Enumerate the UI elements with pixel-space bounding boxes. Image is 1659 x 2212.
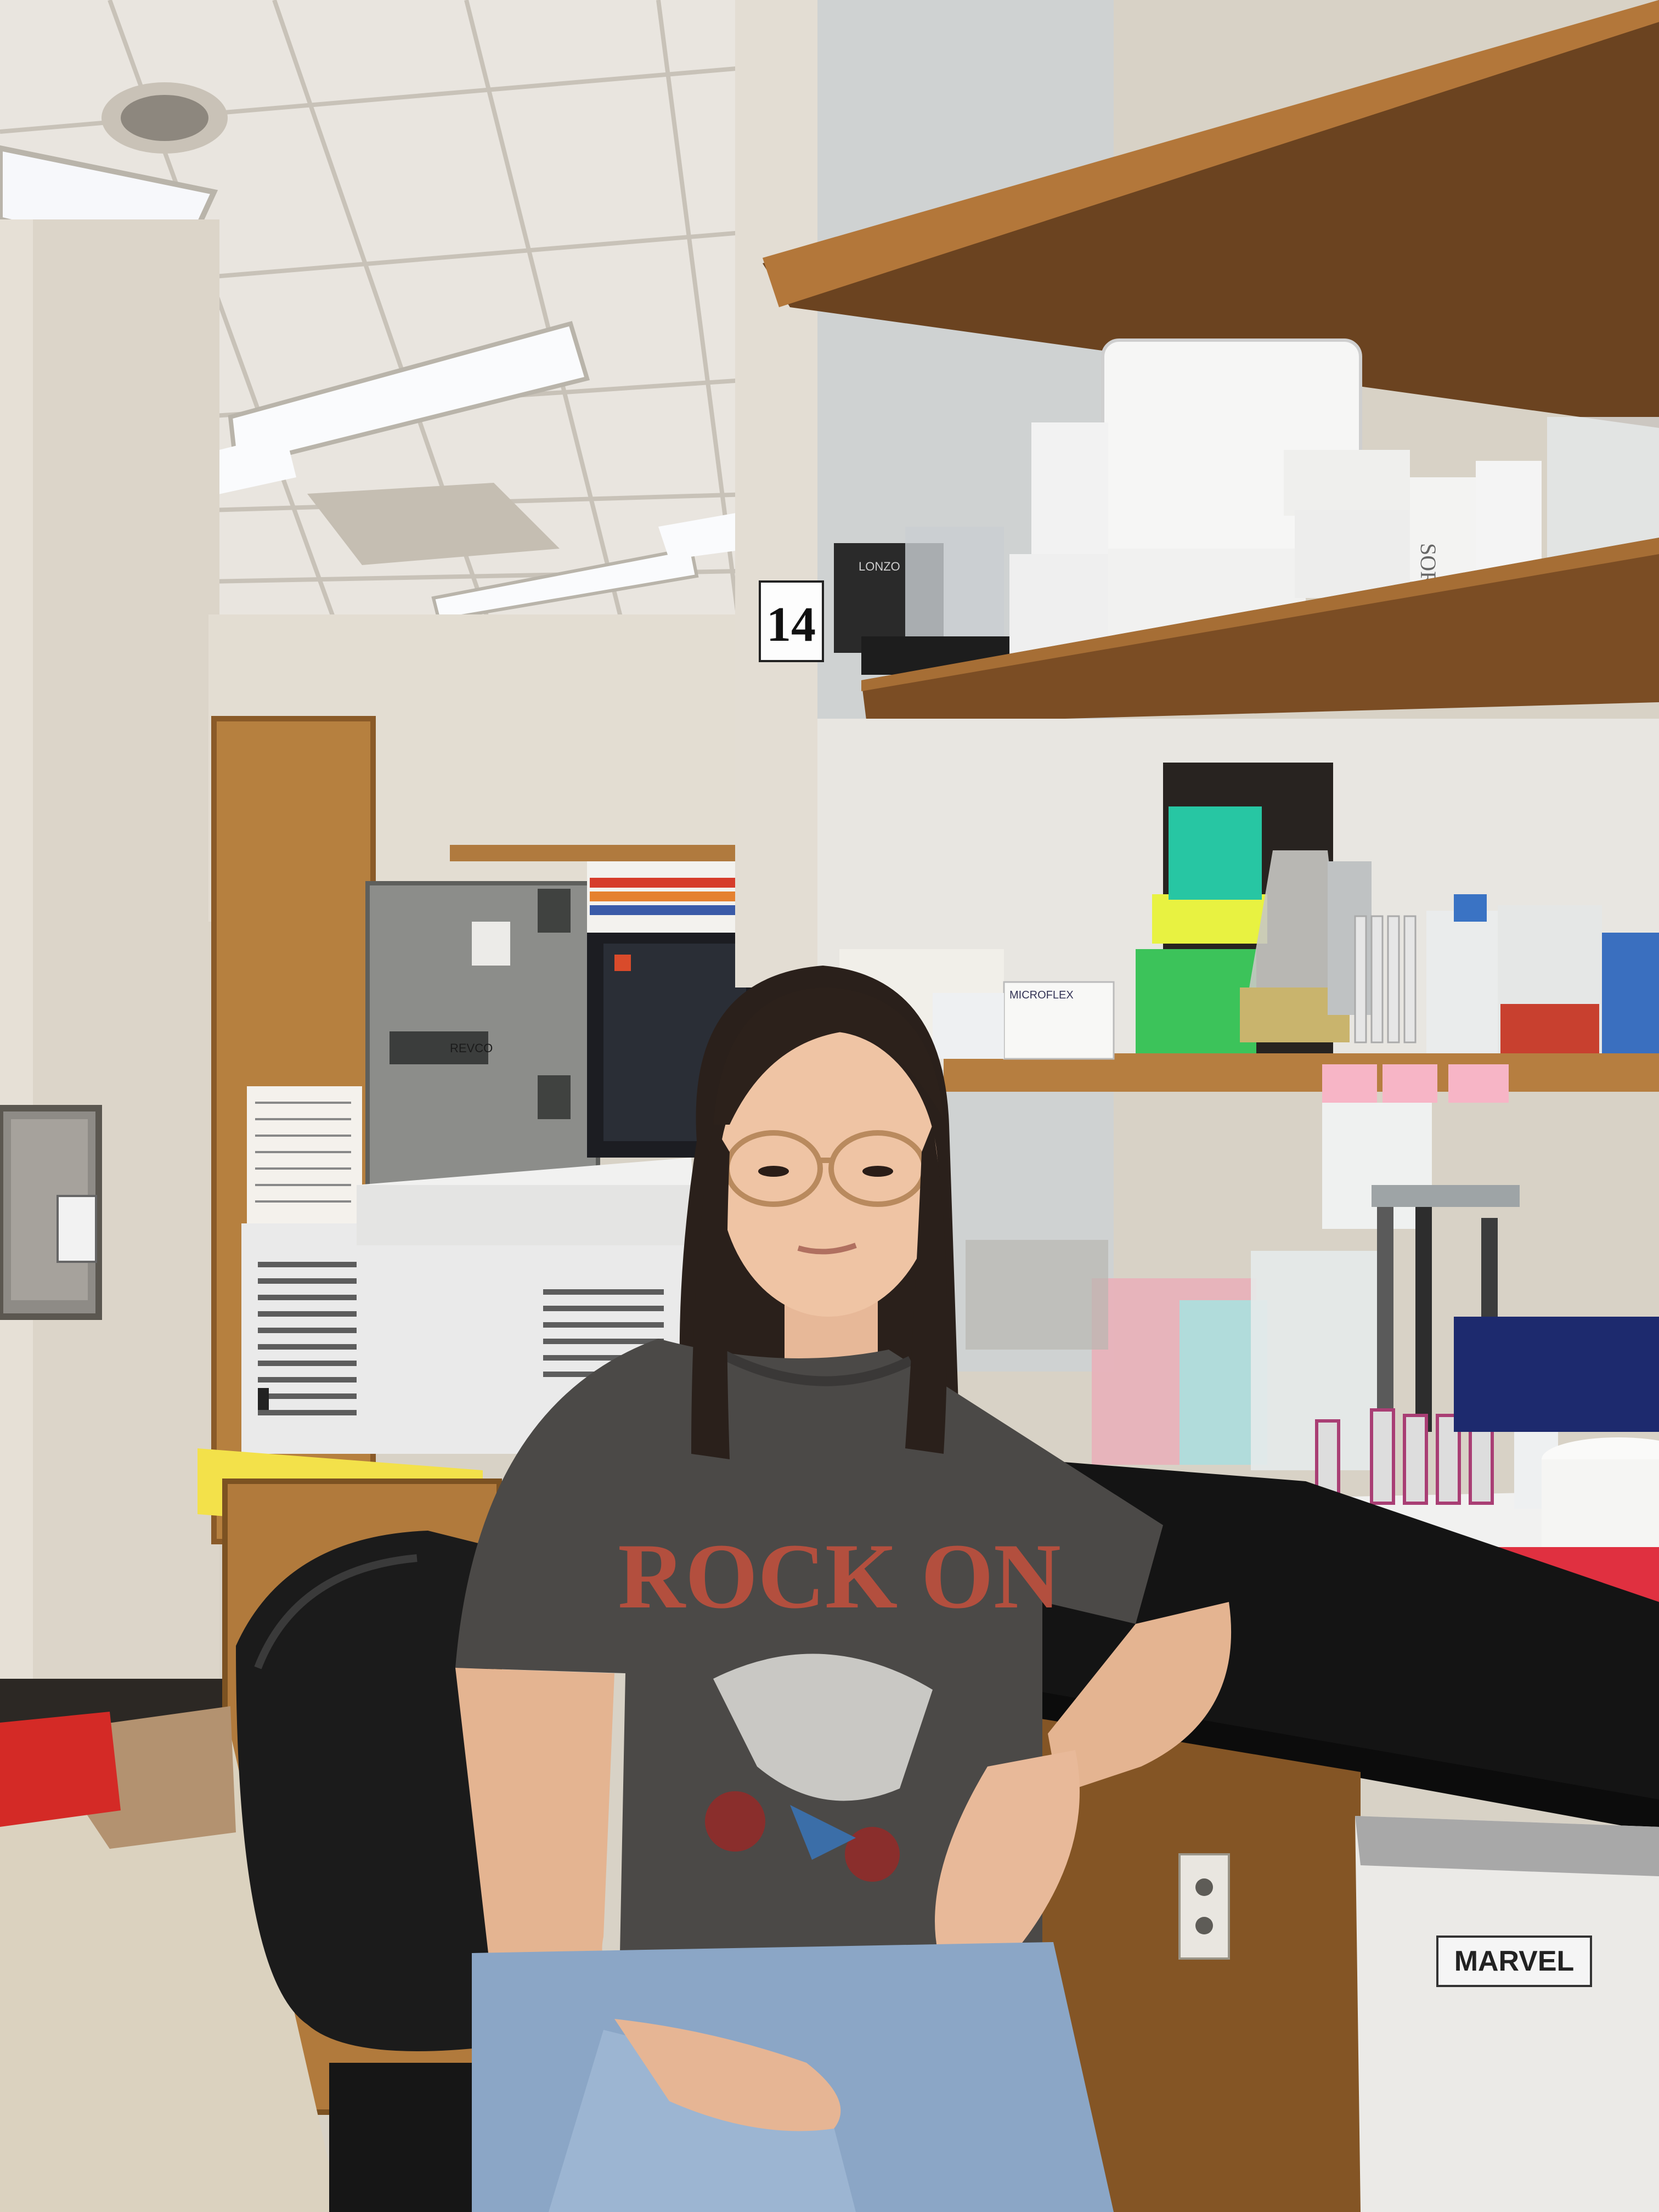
fridge-brand: MARVEL [1454,1945,1575,1977]
mini-fridge: MARVEL [1355,1816,1659,2212]
equipment-brand: REVCO [450,1041,493,1055]
freezer-unit: REVCO [368,883,598,1190]
middle-shelf: MICROFLEX [817,719,1659,1103]
bay-number-sign: 14 [766,597,816,652]
shirt-text: ROCK ON [618,1525,1061,1628]
box-label-microflex: MICROFLEX [1009,989,1074,1001]
left-wall [0,219,230,1756]
box-brand: LONZO [859,560,900,573]
